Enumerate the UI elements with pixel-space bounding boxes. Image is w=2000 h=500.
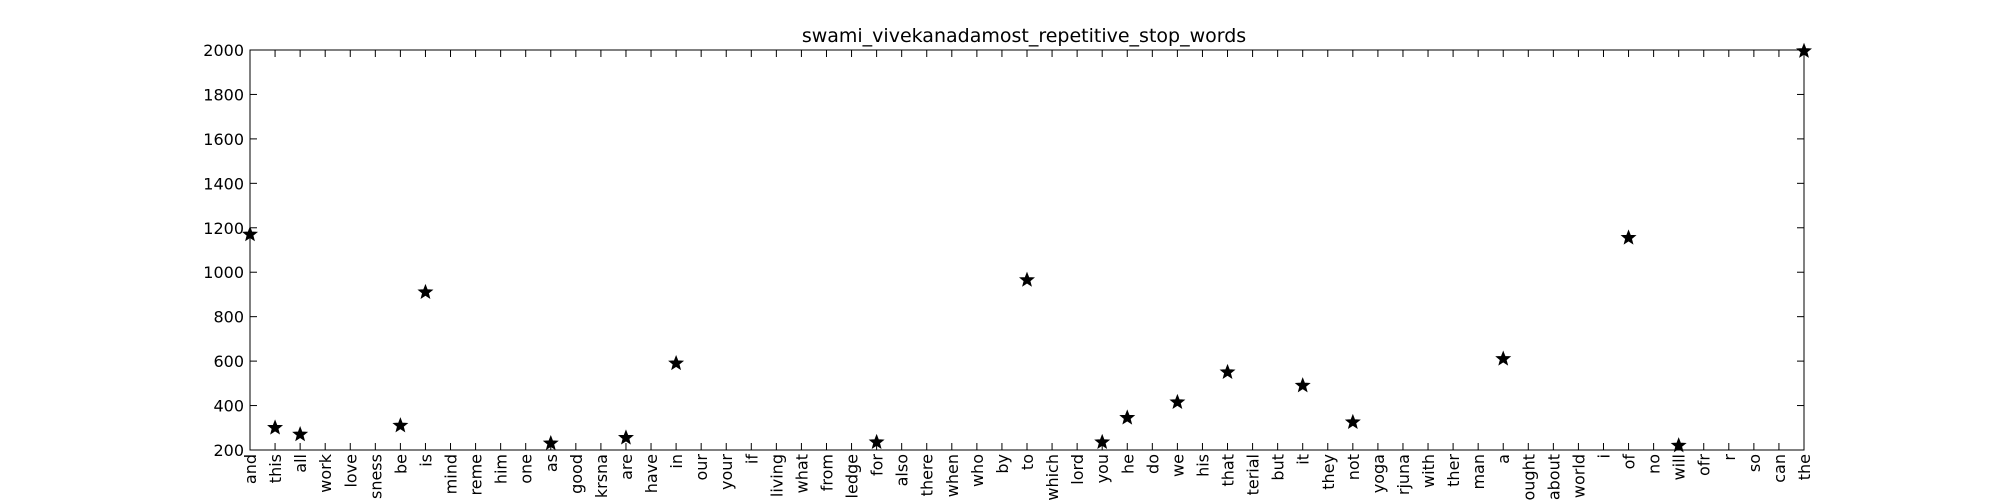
- data-point-to: [1019, 271, 1035, 287]
- data-points: [242, 42, 1812, 453]
- x-tick-label: there: [918, 454, 937, 496]
- x-tick-label: they: [1319, 454, 1338, 490]
- y-tick-label: 1400: [203, 174, 244, 193]
- x-tick-label: by: [993, 454, 1012, 474]
- x-tick-label: one: [517, 454, 536, 484]
- y-tick-label: 1000: [203, 263, 244, 282]
- y-tick-label: 1600: [203, 130, 244, 149]
- x-tick-label: what: [792, 454, 811, 493]
- data-point-in: [668, 354, 685, 371]
- x-tick-label: but: [1269, 454, 1288, 481]
- data-point-for: [868, 433, 885, 450]
- x-tick-label: with: [1419, 454, 1438, 488]
- x-tick-label: it: [1294, 454, 1313, 465]
- x-tick-label: a: [1494, 454, 1513, 464]
- x-tick-label: work: [316, 453, 335, 492]
- x-tick-label: you: [1093, 454, 1112, 483]
- x-tick-label: can: [1770, 454, 1789, 483]
- x-tick-label: good: [567, 454, 586, 494]
- x-tick-label: living: [767, 454, 786, 497]
- x-tick-label: do: [1143, 454, 1162, 474]
- x-tick-label: sness: [366, 454, 385, 499]
- y-axis: 200 400 600 800 1000 1200 1400 1600 1800 2000: [203, 41, 1804, 460]
- x-tick-label: so: [1745, 454, 1764, 472]
- x-tick-label: that: [1219, 454, 1238, 487]
- x-tick-label: reme: [467, 454, 486, 496]
- x-tick-label: have: [642, 454, 661, 493]
- y-tick-label: 1800: [203, 85, 244, 104]
- data-point-we: [1169, 393, 1186, 410]
- x-tick-label: r: [1720, 454, 1739, 461]
- x-tick-label: also: [893, 454, 912, 486]
- x-tick-label: we: [1168, 454, 1187, 477]
- x-axis: and this all work love sness be is mind reme him on…: [241, 50, 1814, 500]
- x-tick-label: who: [968, 454, 987, 487]
- x-tick-label: ther: [1444, 454, 1463, 487]
- x-tick-label: to: [1018, 454, 1037, 470]
- x-tick-label: not: [1344, 454, 1363, 480]
- x-tick-label: will: [1670, 454, 1689, 480]
- x-tick-label: which: [1043, 454, 1062, 500]
- x-tick-label: ought: [1519, 454, 1538, 500]
- x-tick-label: this: [266, 454, 285, 483]
- x-tick-label: are: [617, 454, 636, 480]
- x-tick-label: world: [1569, 454, 1588, 498]
- x-tick-label: krsna: [592, 454, 611, 498]
- x-tick-label: be: [391, 454, 410, 474]
- y-tick-label: 2000: [203, 41, 244, 60]
- x-tick-label: all: [291, 454, 310, 473]
- x-tick-label: and: [241, 454, 260, 484]
- x-tick-label: ofr: [1695, 454, 1714, 476]
- y-tick-label: 200: [213, 441, 244, 460]
- x-tick-label: love: [341, 454, 360, 488]
- x-tick-label: our: [692, 454, 711, 481]
- data-point-are: [617, 429, 634, 445]
- x-tick-label: his: [1193, 454, 1212, 477]
- x-tick-label: rjuna: [1394, 454, 1413, 495]
- data-point-all: [292, 426, 309, 442]
- x-tick-label: your: [717, 454, 736, 490]
- x-tick-label: of: [1620, 454, 1639, 470]
- y-tick-label: 800: [213, 308, 244, 327]
- x-tick-label: man: [1469, 454, 1488, 490]
- data-point-you: [1094, 433, 1111, 450]
- data-point-of: [1620, 229, 1637, 245]
- x-tick-label: i: [1594, 454, 1613, 458]
- data-point-be: [392, 417, 409, 433]
- x-tick-label: he: [1118, 454, 1137, 474]
- x-tick-label: mind: [442, 454, 461, 494]
- x-tick-label: ledge: [843, 454, 862, 498]
- x-tick-label: terial: [1244, 454, 1263, 495]
- chart-title: swami_vivekanadamost_repetitive_stop_wor…: [802, 25, 1246, 47]
- data-point-that: [1219, 363, 1236, 380]
- data-point-it: [1294, 377, 1311, 393]
- data-point-a: [1495, 350, 1512, 366]
- x-tick-label: yoga: [1369, 454, 1388, 493]
- x-tick-label: the: [1795, 454, 1814, 480]
- x-tick-label: as: [542, 454, 561, 472]
- data-point-not: [1344, 413, 1361, 430]
- y-tick-label: 400: [213, 397, 244, 416]
- x-tick-label: lord: [1068, 454, 1087, 485]
- y-tick-label: 1200: [203, 219, 244, 238]
- data-point-as: [542, 434, 559, 451]
- data-point-this: [267, 419, 284, 435]
- x-tick-label: no: [1645, 454, 1664, 474]
- x-tick-label: in: [667, 454, 686, 469]
- data-point-is: [417, 283, 434, 300]
- x-tick-label: when: [943, 454, 962, 497]
- plot-frame: [249, 49, 1805, 451]
- data-point-will: [1670, 437, 1687, 453]
- x-tick-label: him: [492, 454, 511, 484]
- x-tick-label: for: [868, 454, 887, 476]
- y-tick-label: 600: [213, 352, 244, 371]
- data-point-he: [1119, 409, 1136, 425]
- x-tick-label: about: [1544, 454, 1563, 500]
- x-tick-label: if: [742, 454, 761, 464]
- x-tick-label: is: [416, 454, 435, 467]
- x-tick-label: from: [817, 454, 836, 491]
